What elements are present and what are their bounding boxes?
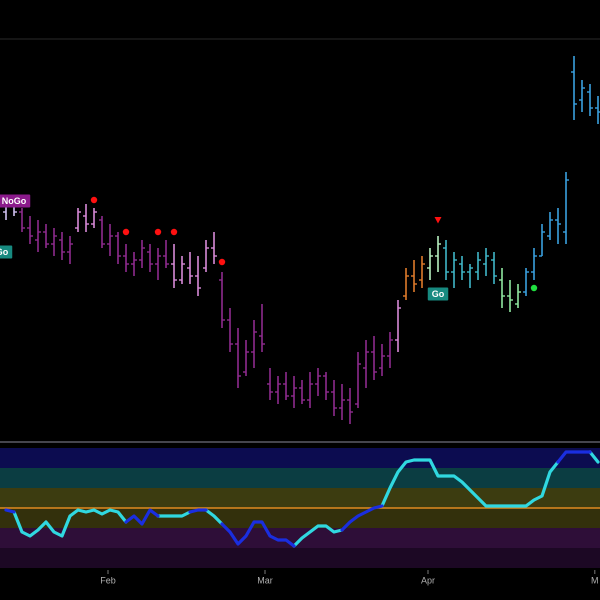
oscillator-line	[124, 508, 160, 526]
signal-marker	[90, 196, 98, 204]
band	[0, 548, 600, 568]
oscillator-line	[156, 510, 192, 518]
band	[0, 448, 600, 468]
annotation-text: NoGo	[2, 196, 27, 206]
signal-marker	[154, 228, 162, 236]
annotation-box	[0, 245, 13, 259]
oscillator-line	[204, 508, 224, 526]
oscillator-bands	[0, 448, 600, 568]
x-tick-label: M	[591, 575, 599, 585]
band	[0, 468, 600, 488]
signal-marker	[122, 228, 130, 236]
band	[0, 488, 600, 508]
oscillator-line	[588, 450, 600, 464]
signal-marker	[218, 258, 226, 266]
x-tick-label: Feb	[100, 575, 116, 585]
oscillator-line	[340, 504, 384, 532]
annotation: Go	[0, 245, 13, 259]
oscillator-line	[188, 508, 208, 514]
oscillator-line	[380, 458, 560, 508]
annotation: Go	[427, 287, 449, 301]
annotation-box	[0, 194, 31, 208]
x-tick-label: Mar	[257, 575, 273, 585]
x-tick-label: Apr	[421, 575, 435, 585]
signal-marker	[170, 228, 178, 236]
oscillator-line	[292, 524, 344, 548]
annotation-text: Go	[0, 247, 9, 257]
annotation-box	[427, 287, 449, 301]
oscillator-line	[556, 450, 592, 464]
signal-marker	[530, 284, 538, 292]
price-bars	[3, 56, 600, 424]
oscillator-line	[4, 508, 16, 514]
annotation-text: Go	[432, 289, 445, 299]
annotation: NoGo	[0, 194, 31, 208]
oscillator-line	[12, 508, 128, 538]
signal-marker	[434, 217, 442, 224]
oscillator-line	[220, 520, 296, 548]
